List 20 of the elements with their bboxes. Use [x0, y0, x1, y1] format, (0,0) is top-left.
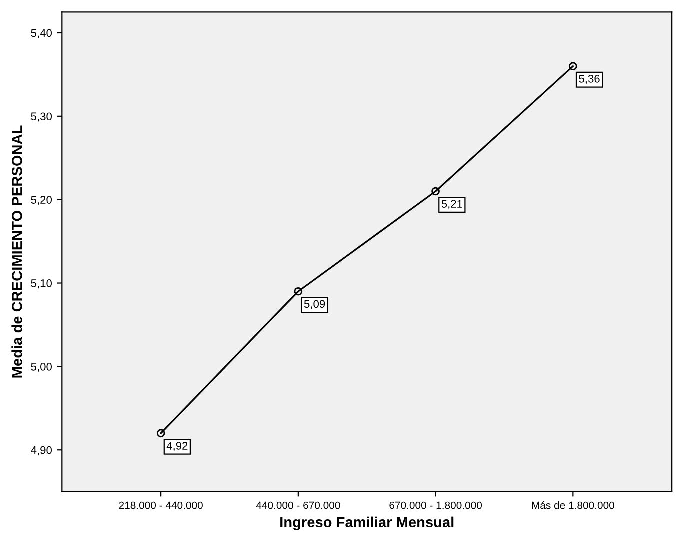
point — [432, 187, 440, 196]
y-tick-label: 5,30 — [31, 112, 52, 122]
y-tick-label: 4,90 — [31, 446, 52, 456]
y-tick-label: 5,00 — [31, 362, 52, 372]
x-tick-label: Más de 1.800.000 — [532, 501, 614, 510]
point — [294, 287, 303, 296]
data-label: 5,36 — [579, 74, 600, 84]
data-label: 5,21 — [442, 200, 462, 210]
x-tick-label: 440.000 - 670.000 — [256, 502, 340, 510]
x-axis-title: Ingreso Familiar Mensual — [280, 516, 454, 530]
point — [156, 429, 166, 438]
y-tick-label: 5,20 — [31, 196, 52, 206]
y-tick-label: 5,10 — [31, 280, 52, 289]
data-label: 4,92 — [166, 442, 188, 452]
y-axis-title: Media de CRECIMIENTO PERSONAL — [12, 126, 22, 378]
data-label: 5,09 — [304, 300, 326, 310]
y-tick-label: 5,40 — [31, 29, 52, 38]
x-tick-label: 670.000 - 1.800.000 — [390, 502, 482, 510]
point — [569, 62, 578, 71]
x-tick-label: 218.000 - 440.000 — [119, 502, 203, 510]
